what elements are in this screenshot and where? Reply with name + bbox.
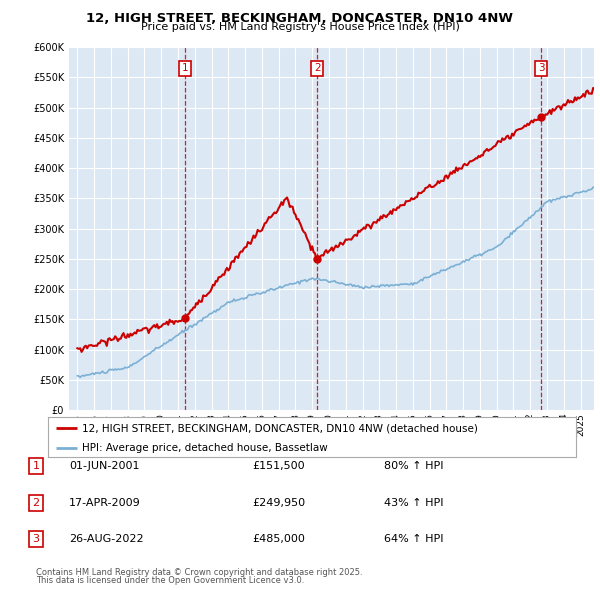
- Text: 26-AUG-2022: 26-AUG-2022: [69, 535, 143, 544]
- Text: 64% ↑ HPI: 64% ↑ HPI: [384, 535, 443, 544]
- Text: 3: 3: [32, 535, 40, 544]
- Text: This data is licensed under the Open Government Licence v3.0.: This data is licensed under the Open Gov…: [36, 576, 304, 585]
- Text: 1: 1: [32, 461, 40, 471]
- Text: 12, HIGH STREET, BECKINGHAM, DONCASTER, DN10 4NW (detached house): 12, HIGH STREET, BECKINGHAM, DONCASTER, …: [82, 424, 478, 434]
- Text: 12, HIGH STREET, BECKINGHAM, DONCASTER, DN10 4NW: 12, HIGH STREET, BECKINGHAM, DONCASTER, …: [86, 12, 514, 25]
- Text: £249,950: £249,950: [252, 498, 305, 507]
- Text: Price paid vs. HM Land Registry's House Price Index (HPI): Price paid vs. HM Land Registry's House …: [140, 22, 460, 32]
- Text: 17-APR-2009: 17-APR-2009: [69, 498, 141, 507]
- Text: 2: 2: [32, 498, 40, 507]
- Text: 01-JUN-2001: 01-JUN-2001: [69, 461, 139, 471]
- Text: Contains HM Land Registry data © Crown copyright and database right 2025.: Contains HM Land Registry data © Crown c…: [36, 568, 362, 577]
- Text: HPI: Average price, detached house, Bassetlaw: HPI: Average price, detached house, Bass…: [82, 444, 328, 454]
- Text: £151,500: £151,500: [252, 461, 305, 471]
- Text: 1: 1: [182, 63, 188, 73]
- Text: 43% ↑ HPI: 43% ↑ HPI: [384, 498, 443, 507]
- Text: £485,000: £485,000: [252, 535, 305, 544]
- Text: 2: 2: [314, 63, 320, 73]
- Text: 3: 3: [538, 63, 544, 73]
- Text: 80% ↑ HPI: 80% ↑ HPI: [384, 461, 443, 471]
